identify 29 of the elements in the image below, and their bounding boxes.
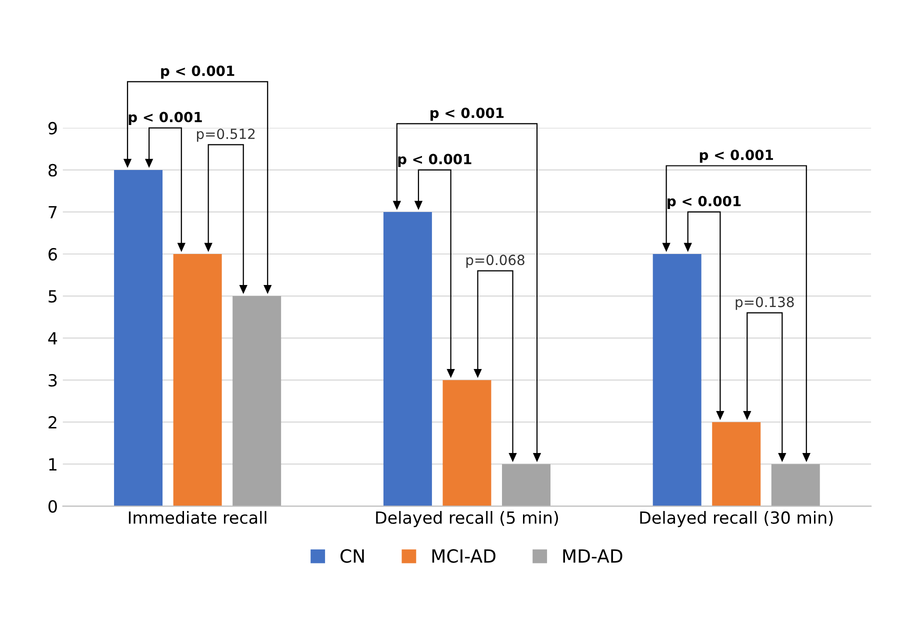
y-tick-label: 2 (48, 416, 56, 428)
x-tick-label: Delayed recall (30 min) (640, 511, 833, 528)
annotation: p=0.512 (197, 128, 255, 142)
text: p < 0.001 (128, 112, 202, 125)
annotation: p < 0.001 (668, 196, 741, 210)
bar (771, 464, 820, 506)
y-tick-label: 7 (48, 206, 57, 218)
text: p < 0.001 (161, 66, 234, 79)
x-tick-label: Immediate recall (128, 511, 266, 524)
legend-label: CN (340, 549, 364, 563)
y-tick-label: 3 (48, 374, 57, 387)
bar (502, 464, 550, 506)
annotation: p < 0.001 (700, 150, 773, 163)
annotation: p=0.068 (466, 254, 524, 268)
bar (712, 422, 761, 506)
x-tick-label: Delayed recall (5 min) (376, 511, 558, 528)
y-tick-label: 0 (48, 500, 57, 513)
text: p < 0.001 (430, 108, 504, 121)
legend-label: MD-AD (563, 549, 622, 563)
y-tick-label: 1 (49, 458, 56, 470)
y-tick-label: 6 (48, 248, 57, 261)
bar (232, 296, 282, 506)
annotation: p < 0.001 (398, 154, 472, 168)
y-tick-label: 5 (48, 290, 57, 303)
legend-label: MCI-AD (432, 549, 496, 563)
y-tick-label: 8 (48, 164, 57, 177)
y-tick-label: 4 (48, 332, 58, 344)
y-tick-label: 9 (48, 122, 57, 134)
annotation: p=0.138 (736, 296, 794, 310)
